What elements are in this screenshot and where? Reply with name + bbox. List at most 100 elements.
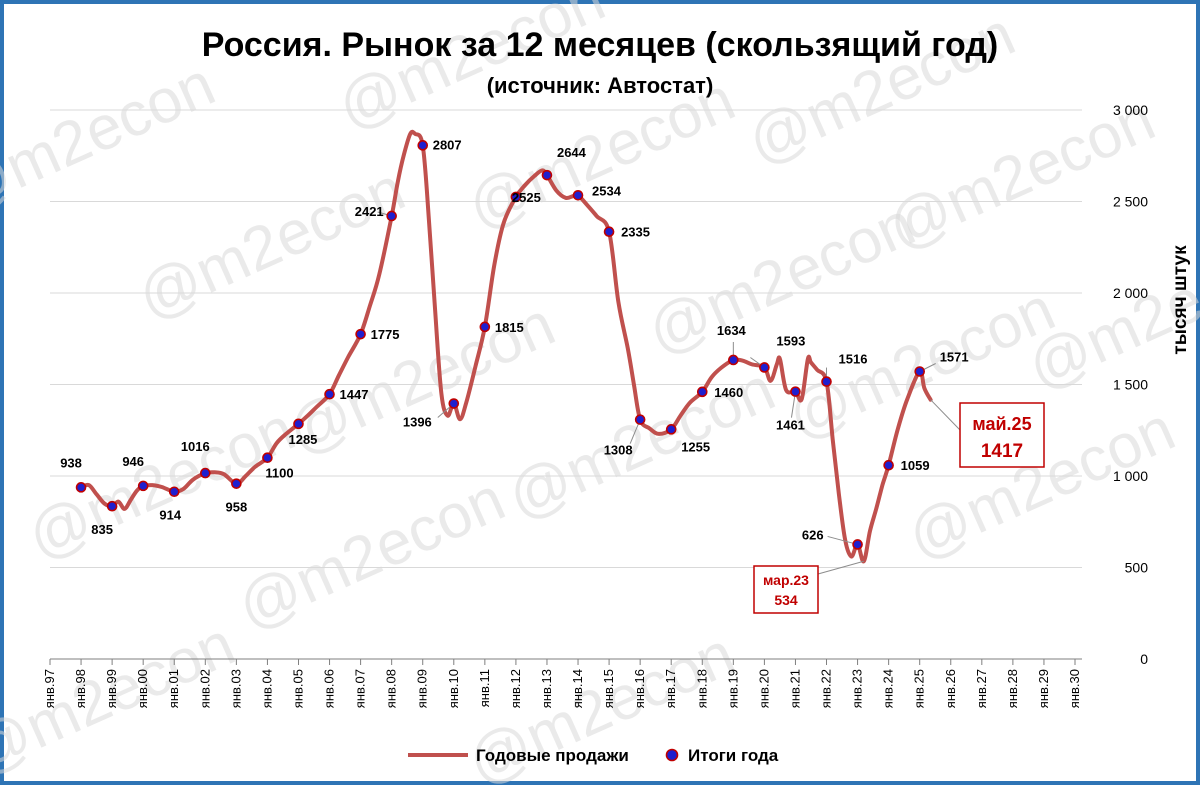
year-total-label: 1775 <box>371 327 400 342</box>
year-total-marker <box>510 191 522 203</box>
x-tick-label: янв.18 <box>694 669 709 708</box>
x-tick-label: янв.02 <box>197 669 212 708</box>
watermark-text: @m2econ <box>228 464 515 642</box>
sales-line-layer <box>79 129 933 564</box>
year-total-marker <box>696 386 708 398</box>
y-tick-label: 1 500 <box>1113 377 1148 393</box>
y-axis-label: тысяч штук <box>1170 245 1191 355</box>
x-tick-label: янв.06 <box>322 669 337 708</box>
year-total-label: 938 <box>60 455 82 470</box>
year-total-label: 946 <box>122 454 144 469</box>
y-tick-label: 1 000 <box>1113 468 1148 484</box>
year-total-label: 1308 <box>604 443 633 458</box>
year-total-label: 2534 <box>592 183 622 198</box>
legend-label-year-totals: Итоги года <box>688 746 779 765</box>
x-tick-label: янв.98 <box>73 669 88 708</box>
callout-value: 534 <box>774 592 798 608</box>
y-tick-label: 2 500 <box>1113 194 1148 210</box>
callout-leader-line <box>817 560 864 575</box>
x-tick-label: янв.11 <box>477 669 492 707</box>
grid-lines <box>50 109 1082 568</box>
year-total-label: 914 <box>159 508 181 523</box>
x-tick-label: янв.03 <box>228 669 243 708</box>
sales-line <box>79 129 933 564</box>
watermark-text: @m2econ <box>278 289 565 467</box>
year-total-marker <box>324 388 335 400</box>
x-tick-label: янв.30 <box>1067 669 1082 708</box>
callout-date: май.25 <box>972 414 1031 434</box>
year-total-marker <box>448 398 460 409</box>
x-tick-label: янв.01 <box>166 669 181 708</box>
year-total-label: 1815 <box>495 320 524 335</box>
y-tick-label: 2 000 <box>1113 285 1148 301</box>
callouts-layer: мар.23 534 май.25 1417 <box>753 399 1045 614</box>
watermark-text: @m2econ <box>328 0 615 143</box>
year-total-marker <box>603 226 615 237</box>
callout-date: мар.23 <box>763 572 809 588</box>
year-total-label: 626 <box>802 527 824 542</box>
year-total-marker <box>759 362 770 373</box>
x-tick-label: янв.16 <box>632 669 647 708</box>
x-tick-label: янв.22 <box>819 669 834 708</box>
x-tick-label: янв.28 <box>1005 669 1020 708</box>
year-total-marker <box>293 418 304 430</box>
year-total-marker <box>883 459 894 471</box>
x-tick-label: янв.13 <box>539 669 554 708</box>
y-tick-label: 500 <box>1125 560 1149 576</box>
year-total-label: 2644 <box>557 145 587 160</box>
x-tick-label: янв.12 <box>508 669 523 708</box>
year-total-label: 835 <box>91 522 113 537</box>
x-tick-label: янв.24 <box>881 669 896 708</box>
year-total-label: 1634 <box>717 323 747 338</box>
x-tick-label: янв.08 <box>384 669 399 708</box>
x-axis: янв.97 янв.98 янв.99 янв.00 янв.01 янв.02 янв.… <box>42 658 1082 708</box>
year-total-label: 958 <box>226 500 248 515</box>
year-total-marker <box>231 478 242 489</box>
legend: Годовые продажи Итоги года <box>408 746 779 765</box>
year-total-marker <box>914 366 925 377</box>
year-total-marker <box>790 386 801 397</box>
x-tick-label: янв.14 <box>570 669 585 708</box>
year-total-marker <box>200 467 211 479</box>
year-total-label: 1100 <box>265 466 293 481</box>
year-total-marker <box>728 354 739 366</box>
year-markers-layer <box>75 140 925 550</box>
legend-marker-swatch <box>665 748 679 762</box>
x-tick-label: янв.10 <box>446 669 461 708</box>
year-total-label: 2335 <box>621 225 650 240</box>
watermark-text: @m2econ <box>498 354 785 532</box>
year-total-label: 1461 <box>776 418 805 433</box>
year-total-marker <box>541 169 553 181</box>
year-total-marker <box>479 321 491 333</box>
year-total-marker <box>168 486 180 498</box>
year-total-marker <box>75 482 87 493</box>
x-tick-label: янв.17 <box>663 669 678 708</box>
year-total-label: 1447 <box>340 387 369 402</box>
callout-box <box>753 565 819 614</box>
year-total-marker <box>355 328 366 340</box>
x-tick-label: янв.04 <box>259 669 274 708</box>
x-tick-label: янв.19 <box>725 669 740 708</box>
year-total-label: 2807 <box>433 137 462 152</box>
x-tick-label: янв.05 <box>290 669 305 708</box>
year-total-marker <box>852 539 863 550</box>
y-tick-labels: 0 500 1 000 1 500 2 000 2 500 3 000 <box>1113 102 1148 667</box>
year-total-label: 1593 <box>776 333 805 348</box>
year-total-label: 1571 <box>940 350 969 365</box>
year-total-marker <box>106 500 118 512</box>
year-total-label: 1285 <box>288 432 317 447</box>
year-total-marker <box>634 414 646 425</box>
x-tick-label: янв.26 <box>943 669 958 708</box>
x-tick-label: янв.20 <box>756 669 771 708</box>
x-tick-label: янв.21 <box>787 669 802 708</box>
x-tick-label: янв.09 <box>415 669 430 708</box>
x-tick-label: янв.99 <box>104 669 119 708</box>
y-tick-label: 3 000 <box>1113 102 1148 118</box>
year-total-marker <box>417 140 429 151</box>
callout-value: 1417 <box>981 441 1023 462</box>
chart-subtitle: (источник: Автостат) <box>487 73 714 98</box>
year-total-marker <box>262 452 273 464</box>
year-total-label: 2421 <box>355 204 384 219</box>
